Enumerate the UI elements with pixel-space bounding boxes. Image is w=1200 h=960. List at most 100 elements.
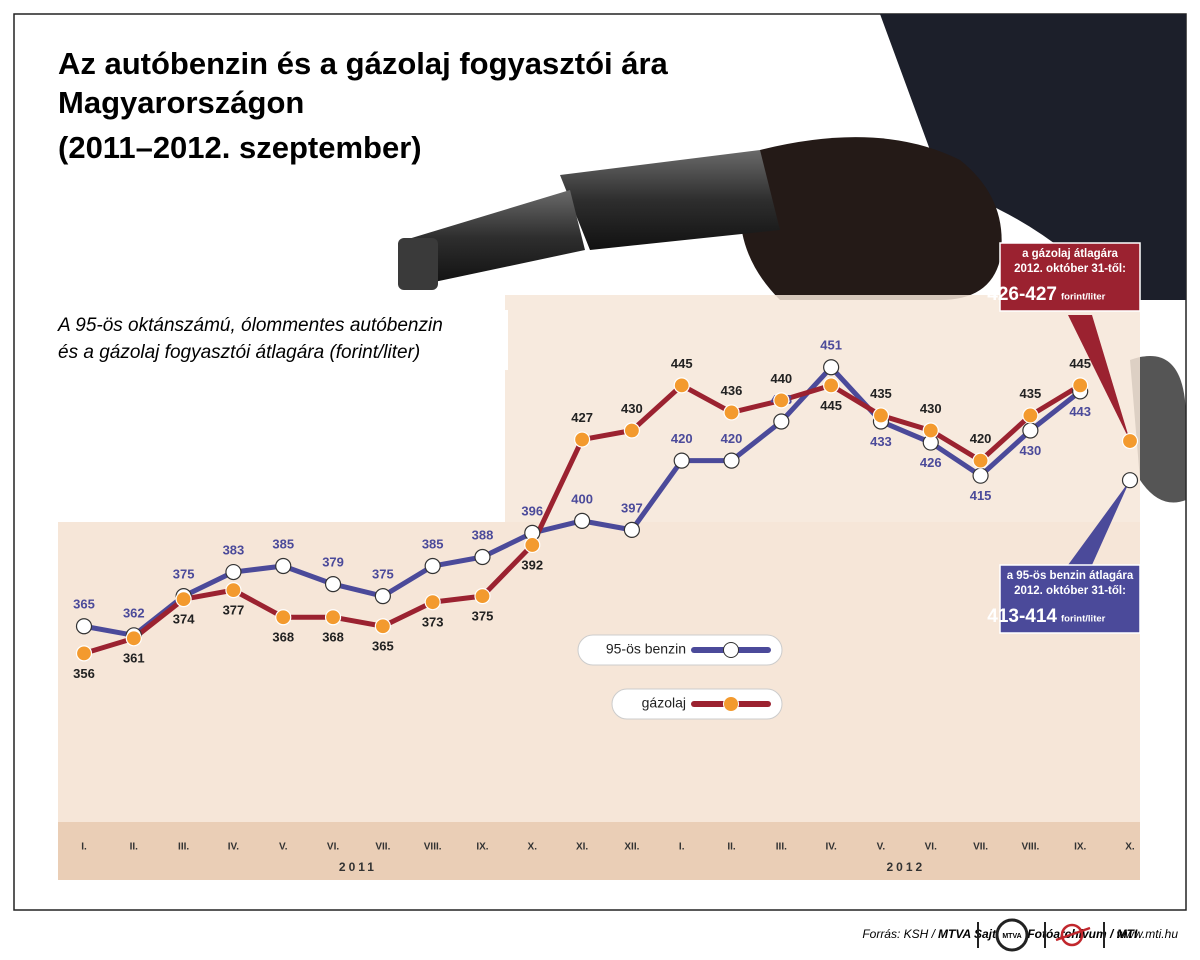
- point: [324, 575, 342, 593]
- point: [972, 467, 989, 484]
- data-label: 430: [1020, 443, 1042, 458]
- data-label: 420: [970, 431, 992, 446]
- data-label: 356: [73, 666, 95, 681]
- data-label: 445: [1069, 356, 1091, 371]
- x-tick-label: VII.: [375, 842, 390, 853]
- point: [773, 413, 790, 430]
- point: [474, 588, 491, 605]
- x-tick-label: V.: [877, 842, 886, 853]
- point: [872, 407, 890, 424]
- point: [1022, 407, 1039, 424]
- point: [225, 563, 242, 581]
- website: www.mti.hu: [1117, 927, 1179, 941]
- data-label: 365: [372, 639, 394, 654]
- point: [723, 404, 740, 421]
- x-tick-label: VI.: [925, 842, 937, 853]
- point: [275, 557, 292, 575]
- point: [474, 548, 491, 566]
- point: [175, 591, 192, 608]
- data-label: 420: [671, 431, 693, 446]
- data-label: 426: [920, 455, 942, 470]
- x-tick-label: VIII.: [1021, 842, 1039, 853]
- x-tick-label: IV.: [228, 842, 240, 853]
- logo-text: MTVA: [1002, 933, 1021, 940]
- point: [75, 645, 93, 662]
- year-label: 2011: [339, 860, 377, 874]
- data-label: 433: [870, 434, 892, 449]
- subtitle: és a gázolaj fogyasztói átlagára (forint…: [58, 342, 420, 363]
- x-tick-label: XII.: [624, 842, 639, 853]
- title-line: (2011–2012. szeptember): [58, 130, 422, 165]
- data-label: 379: [322, 555, 344, 570]
- point: [922, 422, 939, 439]
- plot: I. II. III. IV. V. VI. VII. VIII. IX. X. XI. XII. I.…: [73, 242, 1141, 874]
- x-tick-label: V.: [279, 842, 288, 853]
- data-label: 383: [223, 542, 245, 557]
- point: [225, 582, 242, 599]
- x-tick-label: III.: [178, 842, 189, 853]
- callout-box: [999, 242, 1141, 312]
- x-tick-label: XI.: [576, 842, 588, 853]
- data-label: 373: [422, 615, 444, 630]
- point: [424, 594, 441, 611]
- data-label: 445: [820, 398, 842, 413]
- x-tick-label: IX.: [476, 842, 488, 853]
- forecast-point: [1121, 432, 1139, 450]
- data-label: 361: [123, 651, 145, 666]
- point: [275, 609, 292, 626]
- data-label: 436: [721, 383, 743, 398]
- point: [324, 609, 342, 626]
- x-tick-label: I.: [81, 842, 87, 853]
- callout-unit: forint/liter: [1061, 614, 1106, 625]
- x-tick-label: II.: [727, 842, 736, 853]
- x-tick-label: II.: [130, 842, 139, 853]
- data-label: 415: [970, 488, 992, 503]
- x-tick-label: X.: [528, 842, 538, 853]
- data-label: 368: [272, 630, 294, 645]
- data-label: 430: [920, 401, 942, 416]
- point: [823, 359, 840, 376]
- year-label: 2012: [887, 860, 926, 874]
- point: [75, 618, 93, 635]
- x-tick-label: I.: [679, 842, 685, 853]
- data-label: 385: [422, 536, 444, 551]
- subtitle-background: [58, 310, 508, 370]
- point: [424, 557, 441, 575]
- callout-text: a gázolaj átlagára: [1022, 248, 1118, 260]
- point: [1072, 377, 1089, 394]
- callout-pointer: [1068, 480, 1130, 565]
- point: [723, 452, 740, 469]
- forecast-point: [1121, 472, 1139, 489]
- data-label: 397: [621, 500, 643, 515]
- data-label: 451: [820, 338, 842, 353]
- point: [573, 512, 591, 529]
- data-label: 385: [272, 536, 294, 551]
- data-label: 420: [721, 431, 743, 446]
- callout-pointer: [1068, 315, 1130, 442]
- logo: [1055, 926, 1091, 942]
- x-tick-label: III.: [776, 842, 787, 853]
- data-label: 396: [521, 503, 543, 518]
- point: [623, 422, 641, 439]
- legend-marker: [723, 696, 739, 712]
- data-label: 435: [1020, 386, 1042, 401]
- legend-label: gázolaj: [642, 695, 686, 711]
- point: [524, 536, 541, 554]
- data-label: 445: [671, 356, 693, 371]
- axis-band: [58, 822, 1140, 880]
- data-label: 365: [73, 597, 95, 612]
- data-label: 388: [472, 527, 494, 542]
- data-label: 430: [621, 401, 643, 416]
- source: Forrás: KSH /: [862, 927, 936, 941]
- point: [374, 618, 391, 635]
- data-label: 375: [372, 567, 394, 582]
- data-label: 400: [571, 491, 593, 506]
- callout-text: 2012. október 31-től:: [1014, 585, 1126, 597]
- data-label: 375: [173, 567, 195, 582]
- point: [125, 630, 142, 647]
- point: [773, 392, 790, 409]
- legend-label: 95-ös benzin: [606, 641, 686, 657]
- subtitle: A 95-ös oktánszámú, ólommentes autóbenzi…: [57, 315, 443, 336]
- title-line: Magyarországon: [58, 85, 304, 120]
- x-tick-label: VIII.: [424, 842, 442, 853]
